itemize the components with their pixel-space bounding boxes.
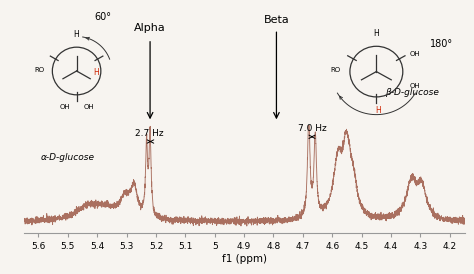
X-axis label: f1 (ppm): f1 (ppm) — [222, 254, 266, 264]
Text: 60°: 60° — [94, 12, 111, 22]
Text: Alpha: Alpha — [134, 23, 166, 33]
Text: α-D-glucose: α-D-glucose — [41, 153, 95, 162]
Text: Beta: Beta — [264, 15, 289, 25]
Text: β-D-glucose: β-D-glucose — [385, 88, 438, 97]
Text: 2.7 Hz: 2.7 Hz — [135, 129, 164, 138]
Text: 180°: 180° — [430, 39, 454, 49]
Text: 7.0 Hz: 7.0 Hz — [298, 124, 327, 133]
